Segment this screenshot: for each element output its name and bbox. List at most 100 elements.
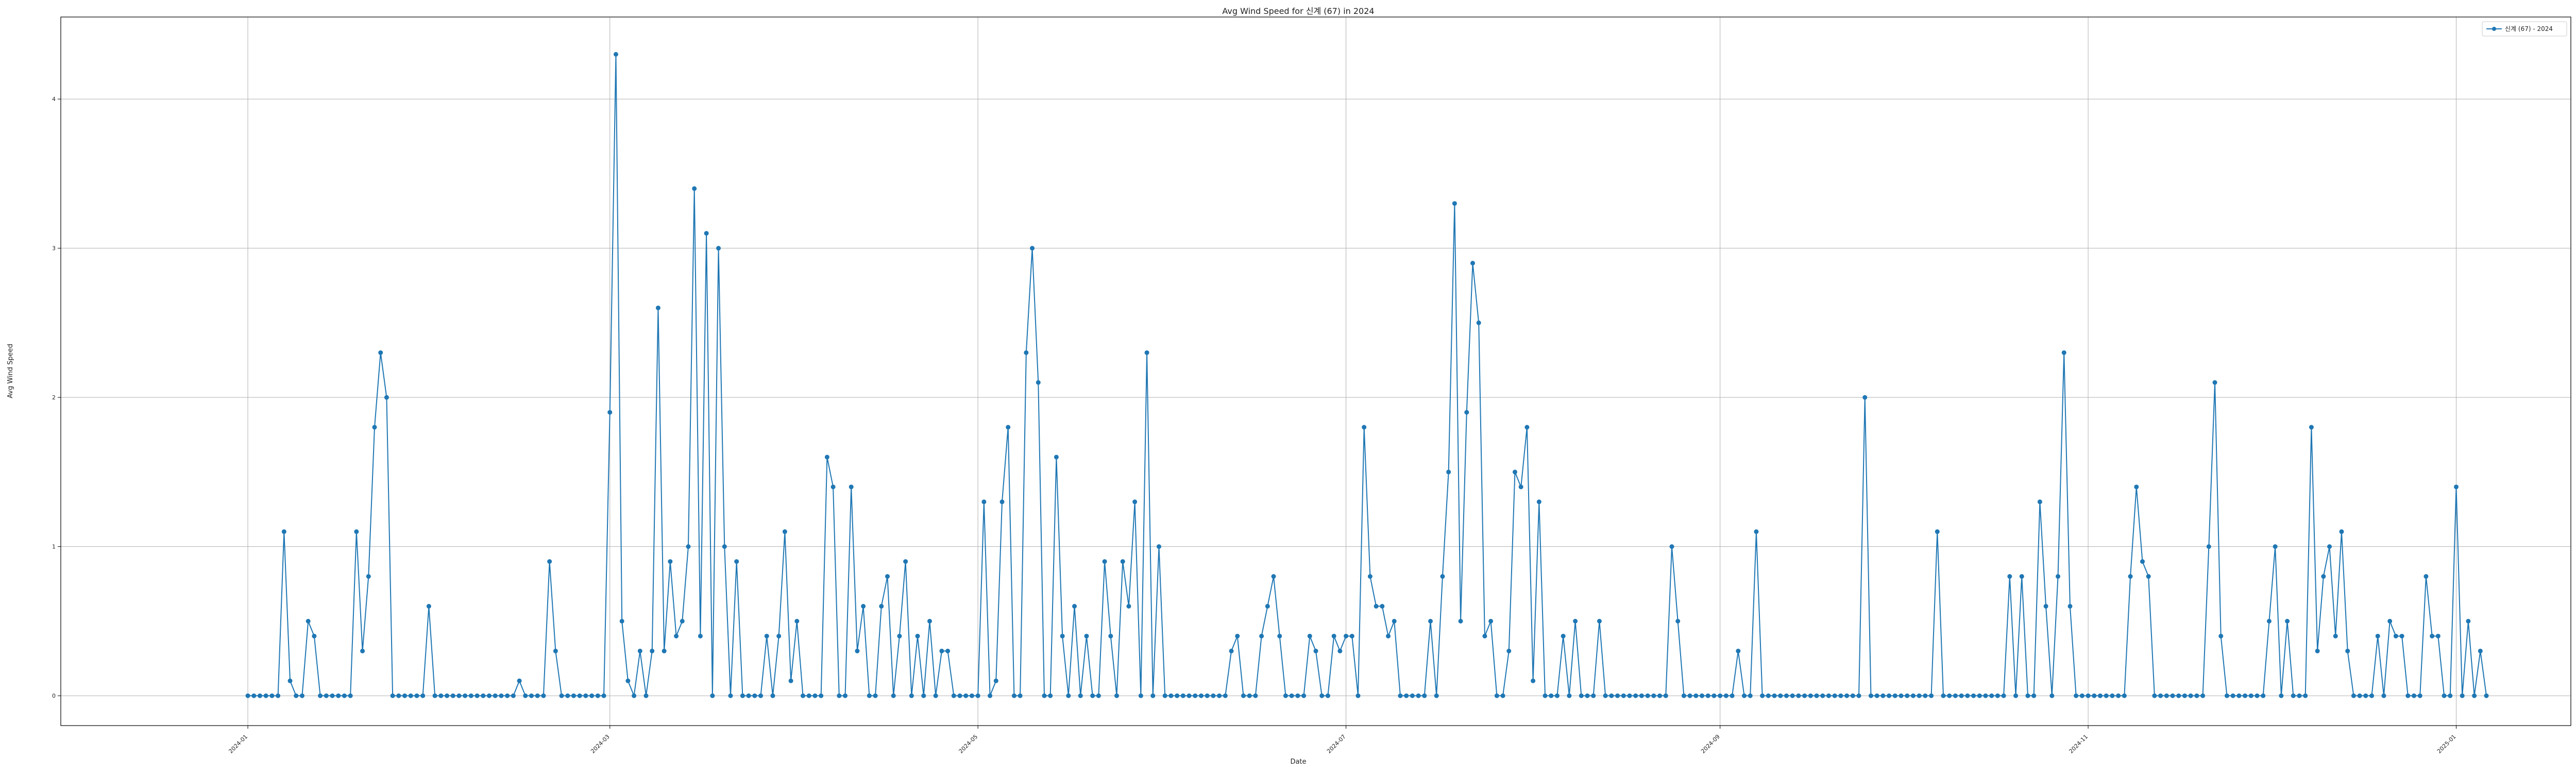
data-point	[1488, 618, 1494, 624]
data-point	[2230, 693, 2235, 698]
data-point	[716, 246, 721, 251]
data-point	[426, 603, 431, 609]
data-point	[1880, 693, 1886, 698]
legend-label: 신계 (67) - 2024	[2505, 25, 2553, 32]
data-point	[2412, 693, 2416, 698]
data-point	[1247, 693, 1252, 698]
data-point	[643, 693, 649, 698]
data-point	[903, 559, 908, 564]
data-point	[2387, 618, 2393, 624]
data-point	[988, 693, 993, 698]
data-point	[2417, 693, 2422, 698]
data-point	[957, 693, 962, 698]
data-point	[1778, 693, 1783, 698]
data-point	[1355, 693, 1361, 698]
data-point	[1965, 693, 1970, 698]
data-point	[1959, 693, 1964, 698]
data-point	[565, 693, 570, 698]
data-point	[463, 693, 468, 698]
data-point	[788, 678, 793, 683]
data-point	[2170, 693, 2175, 698]
data-point	[1024, 350, 1029, 355]
data-point	[1748, 693, 1753, 698]
data-point	[1826, 693, 1831, 698]
data-point	[2369, 693, 2375, 698]
data-point	[2424, 574, 2429, 579]
data-point	[824, 455, 829, 460]
data-point	[843, 693, 848, 698]
data-point	[354, 529, 359, 534]
data-point	[1615, 693, 1620, 698]
data-point	[384, 395, 389, 400]
data-point	[2152, 693, 2157, 698]
data-point	[517, 678, 522, 683]
data-point	[861, 603, 866, 609]
data-point	[837, 693, 842, 698]
data-point	[2146, 574, 2151, 579]
data-point	[1941, 693, 1946, 698]
data-point	[281, 529, 286, 534]
data-point	[2285, 618, 2290, 624]
data-point	[1325, 693, 1330, 698]
data-point	[1910, 693, 1916, 698]
data-point	[2309, 425, 2314, 430]
data-point	[2442, 693, 2447, 698]
data-point	[318, 693, 323, 698]
series-line-layer	[248, 54, 2487, 697]
data-point	[1772, 693, 1777, 698]
data-point	[734, 559, 739, 564]
data-point	[456, 693, 462, 698]
data-point	[1802, 693, 1807, 698]
data-point	[1476, 320, 1481, 325]
x-tick-label: 2024-01	[227, 733, 249, 755]
data-point	[885, 574, 890, 579]
data-point	[1494, 693, 1499, 698]
data-point	[299, 693, 304, 698]
data-point	[2333, 633, 2338, 638]
data-point	[2363, 693, 2368, 698]
data-point	[1573, 618, 1578, 624]
data-point	[1096, 693, 1101, 698]
data-point	[1446, 469, 1451, 475]
data-point	[2321, 574, 2326, 579]
data-point	[559, 693, 564, 698]
data-point	[432, 693, 437, 698]
legend-box	[2482, 21, 2567, 37]
data-point	[474, 693, 480, 698]
data-point	[2049, 693, 2055, 698]
data-point	[2001, 693, 2006, 698]
data-point	[969, 693, 974, 698]
data-point	[1150, 693, 1156, 698]
data-point	[1609, 693, 1614, 698]
data-point	[1554, 693, 1560, 698]
data-point	[1380, 603, 1385, 609]
data-point	[2182, 693, 2187, 698]
data-point	[2067, 603, 2073, 609]
data-point	[2061, 350, 2066, 355]
data-point	[2188, 693, 2193, 698]
x-tick-label: 2024-09	[1700, 733, 1721, 755]
data-point	[378, 350, 383, 355]
data-point	[873, 693, 878, 698]
data-point	[1591, 693, 1596, 698]
x-axis-label: Date	[1290, 758, 1306, 766]
data-point	[1784, 693, 1789, 698]
data-point	[402, 693, 408, 698]
data-point	[2255, 693, 2260, 698]
data-point	[330, 693, 335, 698]
data-point	[1367, 574, 1372, 579]
data-point	[348, 693, 353, 698]
data-point	[1892, 693, 1897, 698]
data-point	[1283, 693, 1288, 698]
data-point	[1899, 693, 1904, 698]
data-point	[1669, 544, 1674, 549]
data-point	[505, 693, 510, 698]
data-point	[1742, 693, 1747, 698]
data-point	[1536, 499, 1541, 505]
data-point	[1482, 633, 1487, 638]
data-point	[607, 410, 613, 415]
y-axis-ticks: 0 1 2 3 4	[52, 96, 61, 699]
data-point	[915, 633, 920, 638]
data-point	[1217, 693, 1222, 698]
data-point	[1048, 693, 1053, 698]
